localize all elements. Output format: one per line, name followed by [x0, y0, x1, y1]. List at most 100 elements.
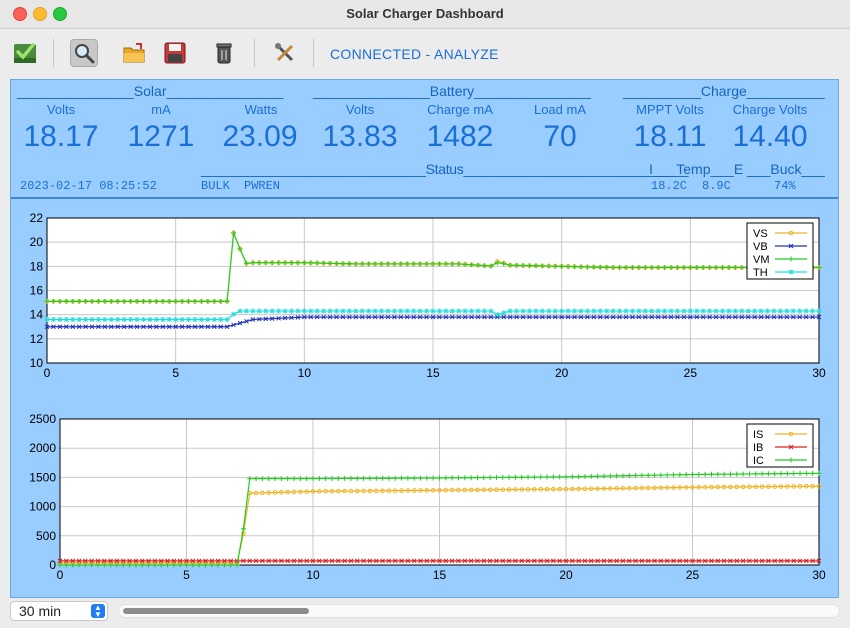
voltage-chart-series-vb-marker	[301, 314, 307, 320]
voltage-chart-series-vb-marker	[199, 324, 204, 330]
current-chart-series-is-marker	[411, 488, 417, 493]
current-chart-series-ic-marker	[468, 475, 474, 481]
current-chart-series-ib-marker	[557, 558, 563, 564]
buck-percent: 74%	[774, 179, 796, 193]
current-chart-series-ib-marker	[607, 558, 613, 564]
voltage-chart-series-vb-marker	[655, 314, 661, 320]
current-chart-series-is-marker	[494, 487, 499, 493]
voltage-chart-series-th-marker	[501, 310, 507, 316]
voltage-chart-series-th-marker	[456, 308, 462, 314]
minimize-window-button[interactable]	[33, 7, 47, 21]
current-chart-series-is-marker	[690, 485, 695, 490]
zoom-window-button[interactable]	[53, 7, 67, 21]
voltage-chart-series-vb-marker	[514, 314, 519, 320]
current-chart-series-ib-marker	[481, 558, 487, 564]
current-chart-series-is-marker	[525, 487, 531, 492]
current-chart-series-ib-marker	[285, 558, 291, 564]
voltage-chart-series-th-marker	[591, 308, 597, 314]
current-chart-series-ib-marker	[329, 558, 335, 564]
voltage-chart-series-th-marker	[346, 308, 352, 314]
current-chart-series-is-marker	[595, 486, 600, 491]
current-chart-series-is-marker	[310, 489, 316, 494]
voltage-chart-legend-label: VM	[753, 254, 770, 266]
voltage-chart-series-vm-marker	[436, 261, 442, 267]
voltage-chart-series-vb-marker	[745, 314, 751, 320]
voltage-chart-series-vb-marker	[662, 314, 667, 320]
voltage-chart-series-vb-marker	[726, 314, 732, 320]
current-chart-series-is-marker	[532, 487, 537, 492]
open-button[interactable]	[120, 39, 148, 67]
voltage-chart-series-vm-marker	[604, 264, 610, 270]
save-button[interactable]	[161, 39, 189, 67]
voltage-chart-series-vb-marker	[250, 317, 256, 322]
solar-volts-label: Volts	[46, 102, 76, 117]
voltage-chart-series-vb-marker	[784, 314, 790, 320]
voltage-chart-series-vm-marker	[263, 260, 269, 266]
current-chart-series-ib-marker	[247, 558, 253, 564]
current-chart-series-ib-marker	[386, 558, 392, 564]
voltage-chart-series-vm-marker	[655, 265, 661, 271]
current-chart-series-is-marker	[437, 487, 442, 493]
voltage-chart-series-vm-marker	[404, 261, 410, 267]
connect-button[interactable]	[11, 39, 39, 67]
voltage-chart-series-vb-marker	[379, 314, 384, 320]
settings-button[interactable]	[271, 39, 299, 67]
voltage-chart-series-vm-marker	[713, 265, 719, 271]
voltage-chart-series-vm-marker	[379, 261, 385, 267]
voltage-chart-legend-label: VB	[753, 241, 768, 253]
load-ma-value: 70	[543, 120, 577, 153]
current-chart-series-ib-marker	[702, 558, 708, 564]
current-chart-series-is-marker	[563, 486, 569, 492]
mppt-volts-value: 18.11	[633, 120, 707, 153]
voltage-chart-series-th-marker	[758, 308, 764, 314]
voltage-chart-series-th-marker	[237, 308, 243, 314]
current-chart-series-ic-marker	[778, 471, 784, 477]
voltage-chart-series-vm-marker	[108, 298, 114, 304]
current-chart-series-ic-marker	[740, 471, 746, 477]
voltage-chart-series-vm-marker	[501, 261, 507, 267]
voltage-chart-series-th-marker	[353, 308, 359, 314]
close-window-button[interactable]	[13, 7, 27, 21]
current-chart-series-is-marker	[279, 489, 284, 495]
current-chart-series-is-marker	[291, 489, 297, 495]
voltage-chart-series-vb-marker	[404, 314, 410, 320]
horizontal-scrollbar[interactable]	[118, 604, 840, 618]
time-range-select[interactable]: 30 min ▲ ▼	[10, 601, 108, 621]
voltage-chart-series-th-marker	[462, 308, 468, 314]
current-chart-y-tick-label: 2500	[29, 412, 56, 426]
voltage-chart-x-tick-label: 25	[684, 366, 698, 380]
internal-temp: 18.2C	[651, 179, 688, 193]
current-chart-series-ic-marker	[455, 475, 461, 481]
voltage-chart-series-vm-marker	[681, 265, 687, 271]
current-chart-series-ib-marker	[696, 558, 702, 564]
voltage-chart-series-th-marker	[662, 308, 668, 314]
current-chart-series-ic-marker	[816, 470, 822, 476]
voltage-chart-series-vb-marker	[540, 314, 545, 320]
delete-button[interactable]	[210, 39, 238, 67]
voltage-chart-series-vm-marker	[642, 265, 648, 271]
voltage-chart-y-tick-label: 18	[30, 259, 44, 273]
toolbar: CONNECTED - ANALYZE	[0, 29, 850, 77]
current-chart-series-ic-marker	[304, 476, 310, 482]
current-chart-series-is-marker	[804, 483, 809, 489]
current-chart-series-ib-marker	[475, 558, 480, 564]
voltage-chart-series-vm-marker	[572, 264, 578, 270]
voltage-chart-series-vm-marker	[295, 260, 301, 266]
current-chart-series-ic-marker	[196, 562, 202, 568]
current-chart-series-ib-marker	[728, 558, 733, 564]
external-temp: 8.9C	[702, 179, 731, 193]
current-chart-series-is-marker	[747, 484, 752, 490]
voltage-chart-series-vb-marker	[83, 324, 88, 330]
voltage-chart-series-vm-marker	[83, 298, 89, 304]
current-chart-series-ic-marker	[462, 475, 468, 481]
voltage-chart-series-th-marker	[166, 317, 172, 322]
scrollbar-thumb[interactable]	[123, 608, 309, 614]
current-chart-series-is-marker	[361, 488, 366, 494]
voltage-chart-series-vb-marker	[758, 314, 764, 320]
current-chart-series-ib-marker	[405, 558, 411, 564]
voltage-chart-series-vm-marker	[629, 265, 635, 271]
current-chart-series-ic-marker	[329, 475, 335, 481]
current-chart-series-is-marker	[785, 484, 790, 489]
analyze-button[interactable]	[70, 39, 98, 67]
